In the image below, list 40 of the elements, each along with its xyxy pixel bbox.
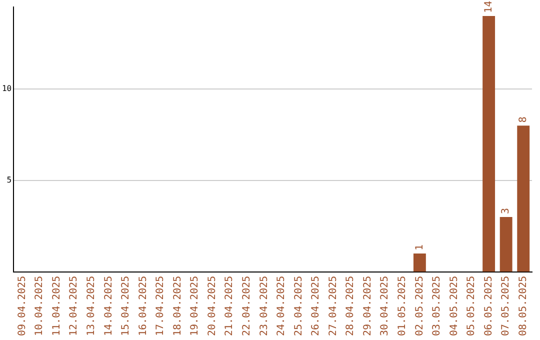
y-tick-label: 5 xyxy=(6,175,12,184)
x-tick-label: 08.05.2025 xyxy=(518,276,529,336)
x-tick-label: 21.04.2025 xyxy=(224,276,236,336)
x-tick-label: 11.04.2025 xyxy=(51,276,62,336)
x-tick-label: 03.05.2025 xyxy=(432,276,443,336)
x-tick-label: 16.04.2025 xyxy=(138,276,149,336)
bar xyxy=(413,254,426,272)
x-tick-label: 25.04.2025 xyxy=(293,276,304,336)
data-label: 3 xyxy=(500,208,512,214)
x-tick-label: 24.04.2025 xyxy=(276,276,288,336)
bar xyxy=(517,126,530,272)
x-tick-label: 05.05.2025 xyxy=(466,276,478,336)
x-tick-label: 17.04.2025 xyxy=(155,276,166,336)
x-tick-label: 26.04.2025 xyxy=(310,276,322,336)
x-tick-label: 29.04.2025 xyxy=(362,276,374,336)
bar xyxy=(500,216,512,272)
x-tick-label: 06.05.2025 xyxy=(483,276,494,336)
x-tick-label: 15.04.2025 xyxy=(120,276,132,336)
x-tick-label: 13.04.2025 xyxy=(86,276,97,336)
x-tick-label: 07.05.2025 xyxy=(500,276,512,336)
x-tick-label: 09.04.2025 xyxy=(16,276,28,336)
x-tick-label: 18.04.2025 xyxy=(172,276,184,336)
data-label: 14 xyxy=(483,0,494,13)
x-tick-label: 23.04.2025 xyxy=(258,276,270,336)
x-tick-label: 20.04.2025 xyxy=(206,276,218,336)
x-tick-label: 30.04.2025 xyxy=(380,276,391,336)
x-tick-label: 14.04.2025 xyxy=(103,276,114,336)
x-tick-label: 02.05.2025 xyxy=(414,276,426,336)
y-tick-label: 10 xyxy=(2,84,12,94)
x-tick-label: 22.04.2025 xyxy=(241,276,252,336)
x-tick-label: 10.04.2025 xyxy=(34,276,46,336)
x-tick-label: 27.04.2025 xyxy=(328,276,339,336)
x-tick-label: 01.05.2025 xyxy=(397,276,408,336)
x-tick-label: 19.04.2025 xyxy=(190,276,201,336)
data-label: 1 xyxy=(414,244,426,251)
x-tick-label: 12.04.2025 xyxy=(68,276,80,336)
data-label: 8 xyxy=(518,116,529,123)
bar xyxy=(482,16,496,272)
x-tick-label: 04.05.2025 xyxy=(448,276,460,336)
x-tick-label: 28.04.2025 xyxy=(345,276,356,336)
